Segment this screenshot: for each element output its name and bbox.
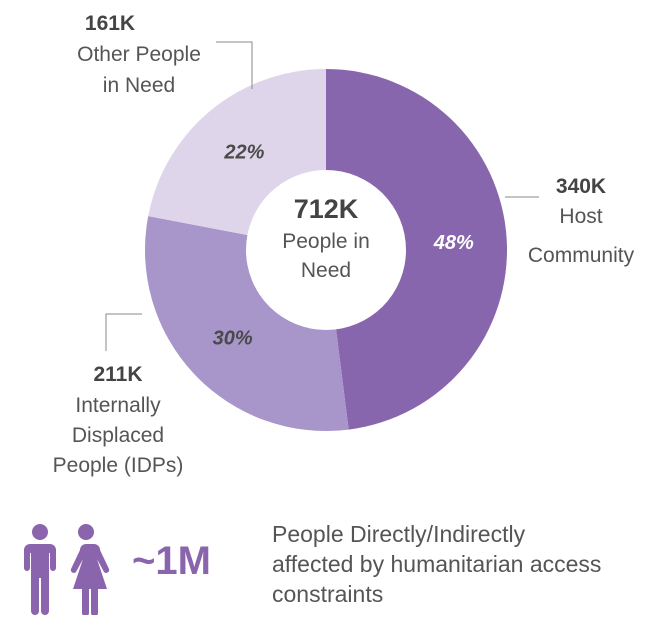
footer-note-line-3: constraints (272, 581, 384, 607)
center-label-line-1: People in (282, 230, 370, 253)
other-label-line-1: Other People (77, 43, 201, 66)
total-value: ~1M (132, 539, 211, 583)
host-value-label: 340K (556, 175, 606, 198)
idps-label-line-3: People (IDPs) (53, 454, 184, 477)
donut-slices (144, 69, 508, 431)
other-label-line-2: in Need (103, 74, 175, 97)
person-female-icon (70, 524, 110, 615)
leader-line-idps (105, 313, 142, 351)
donut-hole (246, 170, 406, 330)
footer-note: People Directly/Indirectly affected by h… (272, 519, 652, 609)
center-value: 712K (294, 194, 359, 224)
percent-label-host-community: 48% (433, 232, 474, 254)
leader-line-other (216, 41, 253, 89)
people-icon (24, 524, 110, 615)
percent-label-internally-displaced: 30% (213, 328, 253, 350)
donut-chart: 712K People in Need 161K Other People in… (53, 12, 635, 477)
percent-label-other-people: 22% (223, 141, 264, 163)
host-label-line-2: Community (528, 244, 635, 267)
center-label-line-2: Need (301, 259, 351, 282)
footer-note-line-2: affected by humanitarian access (272, 551, 602, 577)
idps-value-label: 211K (93, 363, 142, 386)
idps-label-line-1: Internally (75, 394, 161, 417)
host-label-line-1: Host (559, 205, 602, 228)
slice-host-community (326, 69, 508, 430)
footer: ~1M People Directly/Indirectly affected … (0, 505, 657, 615)
person-male-icon (24, 524, 56, 615)
footer-note-line-1: People Directly/Indirectly (272, 521, 526, 547)
other-value-label: 161K (85, 12, 135, 35)
idps-label-line-2: Displaced (72, 424, 164, 447)
callout-leaders (105, 41, 539, 351)
